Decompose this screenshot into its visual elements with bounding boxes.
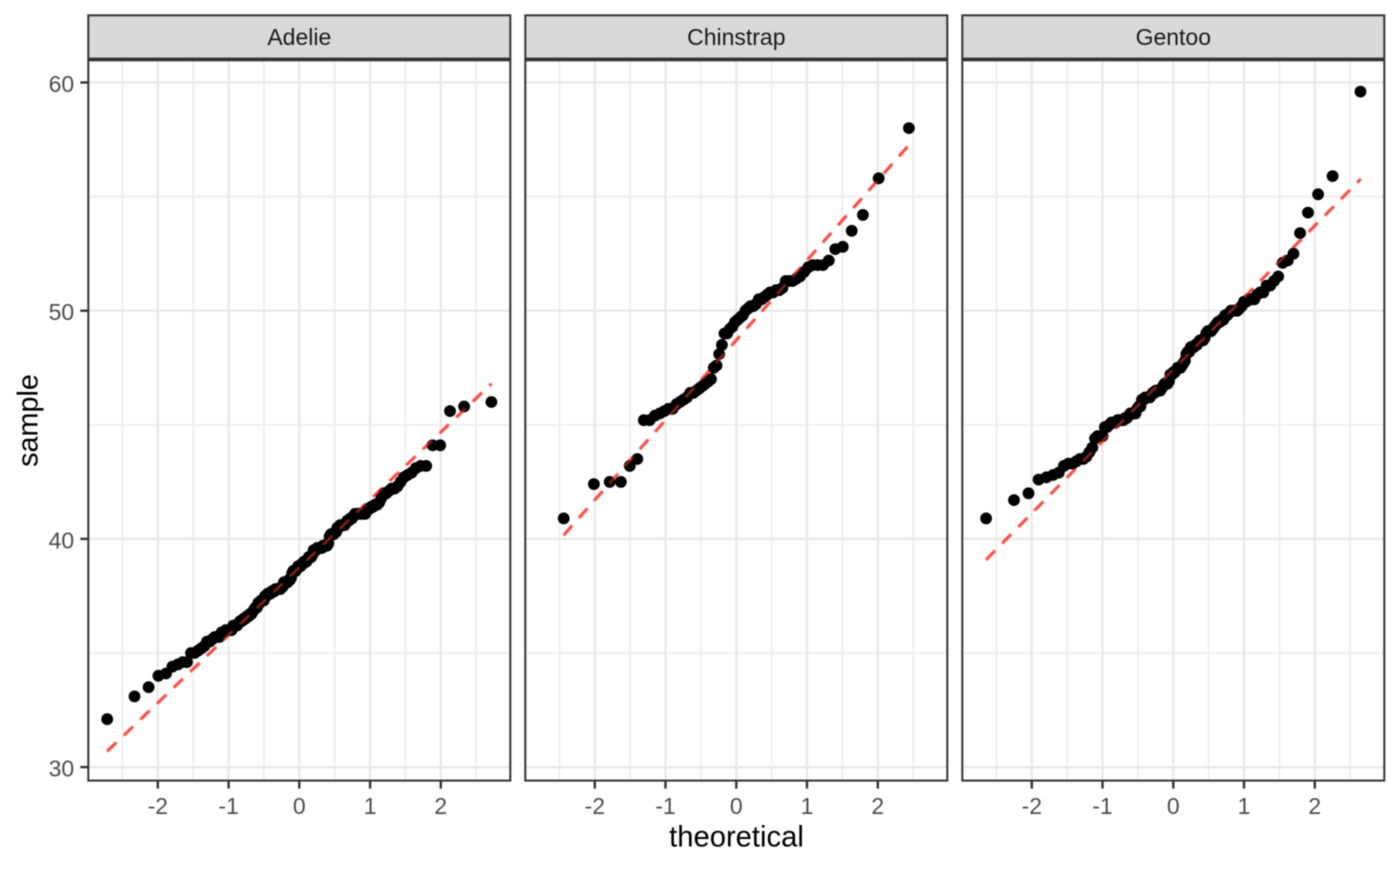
svg-text:-1: -1 (218, 793, 238, 819)
svg-text:0: 0 (293, 793, 306, 819)
svg-text:Chinstrap: Chinstrap (687, 24, 785, 50)
svg-text:-2: -2 (148, 793, 168, 819)
svg-text:theoretical: theoretical (669, 822, 804, 854)
svg-text:sample: sample (13, 374, 45, 467)
svg-text:0: 0 (1167, 793, 1180, 819)
svg-text:-2: -2 (1022, 793, 1042, 819)
svg-text:2: 2 (434, 793, 447, 819)
svg-text:-2: -2 (585, 793, 605, 819)
svg-text:1: 1 (1238, 793, 1251, 819)
svg-text:1: 1 (364, 793, 377, 819)
svg-text:60: 60 (49, 71, 75, 97)
svg-text:2: 2 (871, 793, 884, 819)
svg-text:30: 30 (49, 756, 75, 782)
svg-text:50: 50 (49, 299, 75, 325)
svg-text:Gentoo: Gentoo (1136, 24, 1211, 50)
svg-text:40: 40 (49, 527, 75, 553)
svg-text:-1: -1 (655, 793, 675, 819)
svg-text:Adelie: Adelie (267, 24, 331, 50)
svg-text:-1: -1 (1092, 793, 1112, 819)
svg-text:1: 1 (801, 793, 814, 819)
svg-text:0: 0 (730, 793, 743, 819)
svg-text:2: 2 (1308, 793, 1321, 819)
